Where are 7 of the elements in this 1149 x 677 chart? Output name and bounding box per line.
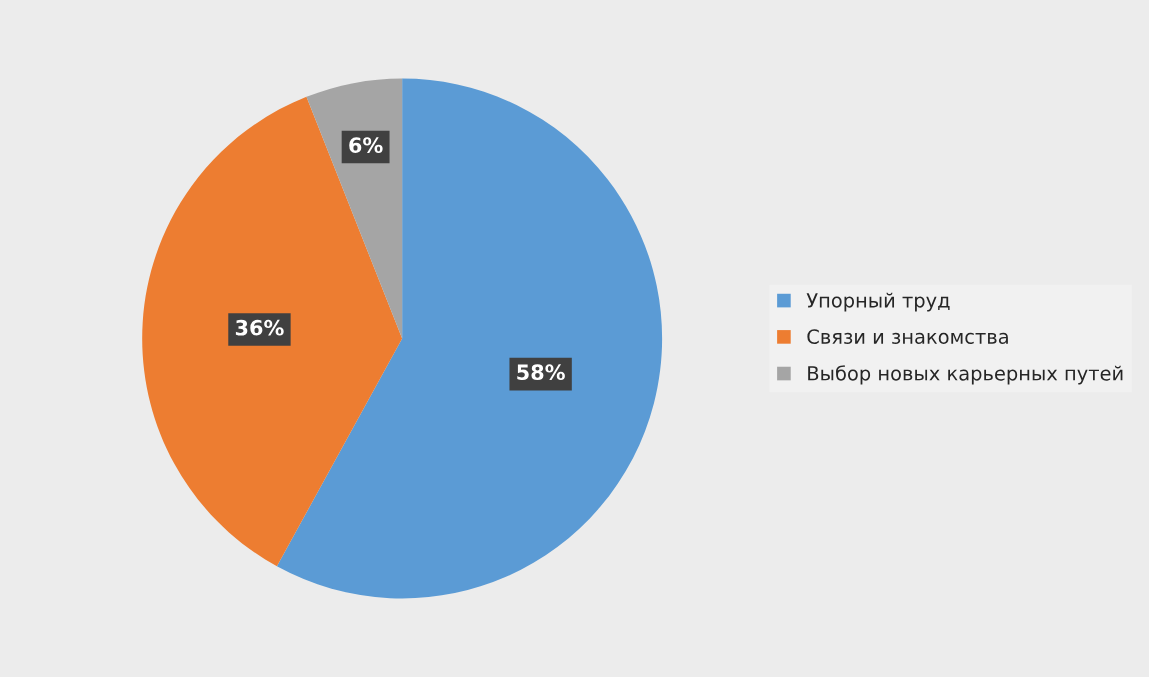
- legend-label: Связи и знакомства: [807, 329, 1008, 344]
- pie-slice: [142, 96, 403, 567]
- data-label: 58%: [517, 364, 565, 381]
- legend-label: Упорный труд: [806, 292, 950, 312]
- data-label: 6%: [349, 137, 383, 154]
- data-label: 36%: [235, 319, 284, 336]
- legend-label: Выбор новых карьерных путей: [808, 365, 1123, 385]
